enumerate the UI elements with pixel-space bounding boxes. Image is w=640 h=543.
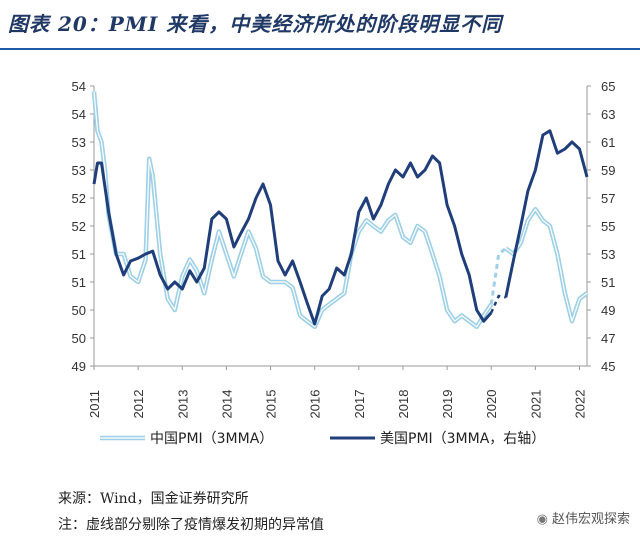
right-tick-label: 47 bbox=[601, 331, 615, 346]
us-pmi-line-2 bbox=[504, 129, 589, 298]
right-tick-label: 65 bbox=[601, 79, 615, 94]
china-pmi-line-2 bbox=[504, 206, 589, 324]
source-text: 来源：Wind，国金证券研究所 bbox=[58, 491, 249, 507]
legend-us-label: 美国PMI（3MMA，右轴） bbox=[380, 431, 545, 447]
left-tick-label: 54 bbox=[72, 79, 86, 94]
x-tick-label: 2015 bbox=[264, 390, 279, 419]
left-tick-label: 53 bbox=[72, 135, 86, 150]
x-tick-label: 2013 bbox=[175, 390, 190, 419]
left-tick-label: 51 bbox=[72, 247, 86, 262]
right-tick-label: 55 bbox=[601, 219, 615, 234]
left-tick-label: 50 bbox=[72, 331, 86, 346]
left-tick-label: 54 bbox=[72, 107, 86, 122]
right-tick-label: 45 bbox=[601, 359, 615, 374]
x-tick-label: 2022 bbox=[572, 390, 587, 419]
x-tick-label: 2012 bbox=[131, 390, 146, 419]
us-pmi-dashed-segment bbox=[490, 294, 507, 314]
legend-china-label: 中国PMI（3MMA） bbox=[150, 431, 273, 447]
watermark-account-label: 赵伟宏观探索 bbox=[551, 512, 630, 527]
right-tick-label: 51 bbox=[601, 275, 615, 290]
x-tick-label: 2021 bbox=[528, 390, 543, 419]
x-tick-label: 2016 bbox=[308, 390, 323, 419]
pmi-line-chart: 49 50 50 51 51 52 52 53 53 54 54 45 47 49 51 53 55 57 59 61… bbox=[72, 79, 616, 447]
x-tick-label: 2014 bbox=[219, 390, 234, 419]
left-tick-label: 51 bbox=[72, 275, 86, 290]
left-tick-label: 53 bbox=[72, 163, 86, 178]
china-pmi-line-inner bbox=[93, 91, 492, 328]
left-tick-label: 52 bbox=[72, 219, 86, 234]
china-pmi-dashed-segment bbox=[489, 247, 507, 305]
left-tick-label: 50 bbox=[72, 303, 86, 318]
us-pmi-line bbox=[92, 154, 493, 326]
right-tick-label: 49 bbox=[601, 303, 615, 318]
left-tick-label: 49 bbox=[72, 359, 86, 374]
note-text: 注：虚线部分剔除了疫情爆发初期的异常值 bbox=[58, 517, 324, 533]
x-tick-label: 2020 bbox=[484, 390, 499, 419]
watermark-account: ◉ 赵伟宏观探索 bbox=[537, 508, 630, 527]
chart-title: 图表 20：PMI 来看，中美经济所处的阶段明显不同 bbox=[8, 12, 503, 36]
x-tick-label: 2019 bbox=[440, 390, 455, 419]
right-tick-label: 59 bbox=[601, 163, 615, 178]
china-pmi-line-2-inner bbox=[505, 208, 588, 322]
right-tick-label: 63 bbox=[601, 107, 615, 122]
x-tick-label: 2011 bbox=[87, 390, 102, 418]
china-pmi-line bbox=[91, 91, 494, 330]
right-tick-label: 57 bbox=[601, 191, 615, 206]
x-tick-label: 2017 bbox=[352, 390, 367, 419]
title-rule bbox=[0, 48, 640, 50]
right-tick-label: 53 bbox=[601, 247, 615, 262]
wechat-icon: ◉ bbox=[536, 512, 548, 527]
left-tick-label: 52 bbox=[72, 191, 86, 206]
x-tick-label: 2018 bbox=[396, 390, 411, 419]
right-tick-label: 61 bbox=[601, 135, 615, 150]
